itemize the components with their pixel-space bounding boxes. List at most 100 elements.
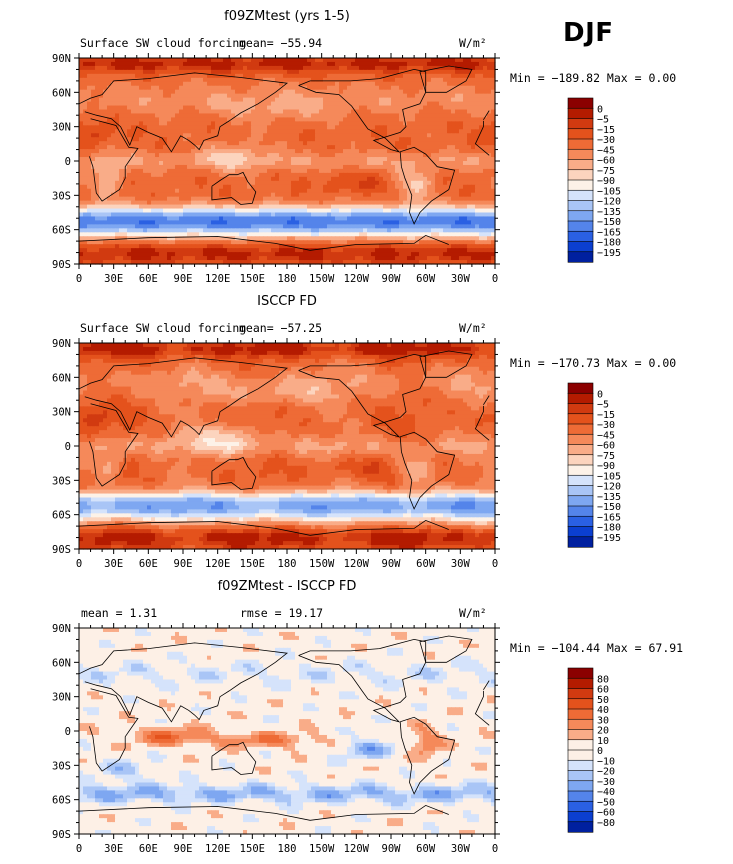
heatmap-cell (303, 65, 308, 71)
heatmap-cell (115, 58, 120, 63)
heatmap-cell (355, 117, 360, 122)
heatmap-cell (279, 113, 284, 119)
heatmap-cell (255, 220, 260, 225)
heatmap-cell (287, 164, 292, 170)
heatmap-cell (227, 93, 232, 99)
heatmap-cell (263, 196, 268, 202)
heatmap-cell (395, 69, 400, 75)
heatmap-cell (219, 89, 224, 95)
heatmap-cell (215, 149, 220, 154)
heatmap-cell (255, 188, 260, 194)
heatmap-cell (255, 129, 260, 134)
heatmap-cell (291, 188, 296, 194)
heatmap-cell (483, 184, 488, 190)
heatmap-cell (307, 212, 312, 218)
heatmap-cell (163, 184, 168, 190)
heatmap-cell (351, 145, 356, 150)
heatmap-cell (195, 85, 200, 91)
heatmap-cell (223, 141, 228, 146)
heatmap-cell (391, 105, 396, 111)
heatmap-cell (135, 200, 140, 206)
heatmap-cell (175, 212, 180, 218)
heatmap-cell (411, 61, 416, 67)
heatmap-cell (311, 145, 316, 150)
heatmap-cell (147, 65, 152, 71)
heatmap-cell (223, 220, 228, 225)
heatmap-cell (319, 204, 324, 210)
heatmap-cell (103, 228, 108, 233)
heatmap-cell (271, 101, 276, 107)
heatmap-cell (331, 236, 336, 241)
heatmap-cell (219, 224, 224, 229)
heatmap-cell (103, 93, 108, 99)
heatmap-cell (187, 69, 192, 75)
heatmap-cell (187, 168, 192, 174)
heatmap-cell (91, 188, 96, 194)
heatmap-cell (83, 89, 88, 95)
heatmap-cell (219, 125, 224, 130)
heatmap-cell (455, 61, 460, 67)
heatmap-cell (283, 220, 288, 225)
heatmap-cell (283, 240, 288, 245)
heatmap-cell (339, 228, 344, 233)
heatmap-cell (339, 113, 344, 119)
heatmap-cell (363, 208, 368, 214)
heatmap-cell (307, 172, 312, 178)
heatmap-cell (127, 157, 132, 162)
heatmap-cell (431, 192, 436, 198)
heatmap-cell (471, 93, 476, 99)
heatmap-cell (203, 105, 208, 111)
heatmap-cell (483, 97, 488, 103)
heatmap-cell (179, 117, 184, 122)
heatmap-cell (187, 216, 192, 222)
heatmap-cell (195, 176, 200, 182)
heatmap-cell (203, 101, 208, 107)
heatmap-cell (359, 176, 364, 182)
heatmap-cell (247, 224, 252, 229)
heatmap-cell (271, 196, 276, 202)
heatmap-cell (435, 188, 440, 194)
heatmap-cell (363, 125, 368, 130)
heatmap-cell (119, 196, 124, 202)
heatmap-cell (135, 125, 140, 130)
heatmap-cell (139, 89, 144, 95)
heatmap-cell (267, 180, 272, 186)
heatmap-cell (423, 97, 428, 103)
heatmap-cell (179, 168, 184, 174)
heatmap-cell (363, 216, 368, 222)
heatmap-cell (263, 161, 268, 166)
heatmap-cell (451, 109, 456, 115)
heatmap-cell (131, 101, 136, 107)
heatmap-cell (243, 153, 248, 158)
heatmap-cell (163, 204, 168, 210)
heatmap-cell (139, 97, 144, 103)
heatmap-cell (119, 69, 124, 75)
heatmap-cell (475, 192, 480, 198)
heatmap-cell (487, 232, 492, 237)
heatmap-cell (423, 85, 428, 91)
heatmap-cell (159, 105, 164, 111)
heatmap-cell (467, 224, 472, 229)
heatmap-cell (467, 149, 472, 154)
heatmap-cell (435, 192, 440, 198)
heatmap-cell (167, 117, 172, 122)
heatmap-cell (471, 220, 476, 225)
heatmap-cell (179, 240, 184, 245)
heatmap-cell (403, 168, 408, 174)
heatmap-cell (171, 220, 176, 225)
heatmap-cell (483, 85, 488, 91)
heatmap-cell (399, 145, 404, 150)
heatmap-cell (199, 200, 204, 206)
heatmap-cell (355, 85, 360, 91)
heatmap-cell (455, 117, 460, 122)
heatmap-cell (403, 101, 408, 107)
heatmap-cell (391, 240, 396, 245)
heatmap-cell (483, 81, 488, 87)
heatmap-cell (195, 81, 200, 87)
heatmap-cell (491, 228, 496, 233)
heatmap-cell (379, 85, 384, 91)
heatmap-cell (247, 161, 252, 166)
heatmap-cell (387, 129, 392, 134)
heatmap-cell (411, 232, 416, 237)
heatmap-cell (395, 93, 400, 99)
